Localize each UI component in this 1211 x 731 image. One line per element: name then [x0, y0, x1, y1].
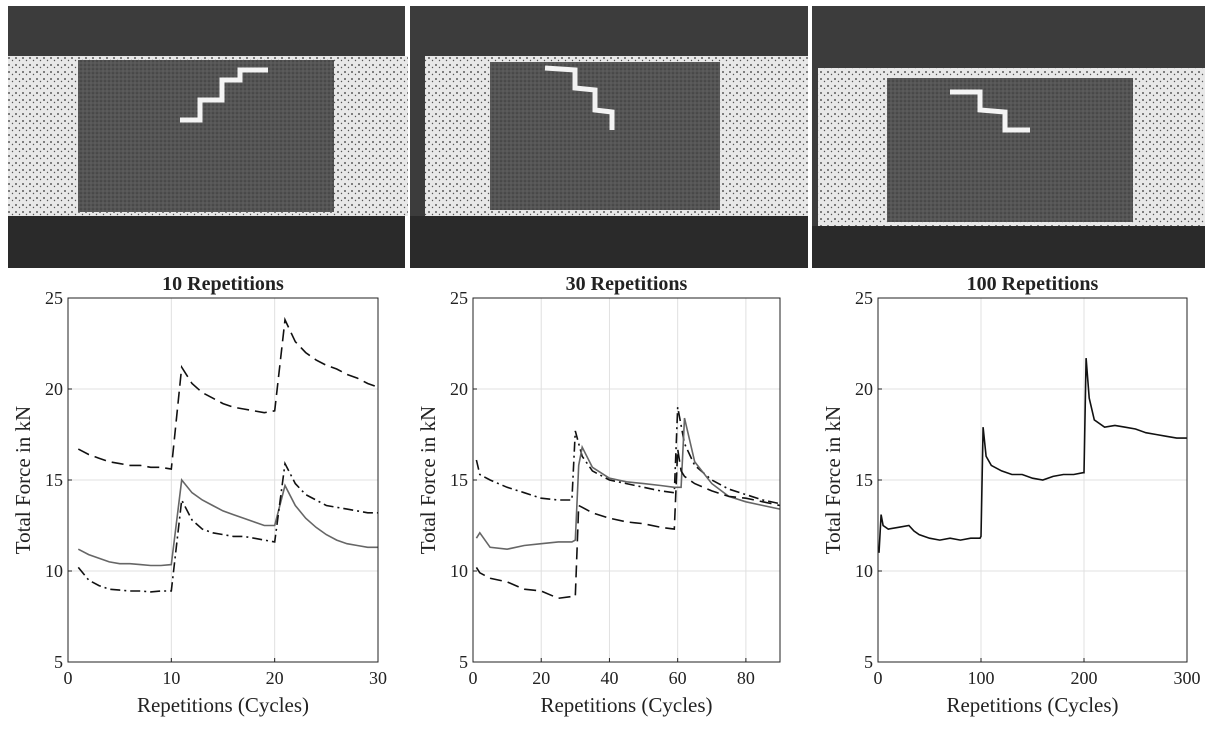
y-tick-label: 20: [855, 379, 873, 399]
chart-title: 30 Repetitions: [566, 273, 688, 295]
x-axis-label: Repetitions (Cycles): [137, 693, 309, 717]
chart: 5 10 15 20 25 0 20 40 60 80 30 Repetitions Repetiti…: [416, 273, 781, 717]
y-tick-label: 25: [855, 288, 873, 308]
y-tick-label: 25: [450, 288, 468, 308]
y-tick-label: 15: [450, 470, 468, 490]
chart: 5 10 15 20 25 0 100 200 300 100 Repetitions Repeti…: [821, 273, 1201, 717]
data-line: [475, 448, 781, 600]
axes-box: [877, 297, 1188, 663]
x-tick-label: 20: [532, 668, 550, 688]
chart-title: 10 Repetitions: [162, 273, 284, 295]
y-tick-label: 5: [54, 652, 63, 672]
x-tick-label: 0: [874, 668, 883, 688]
x-tick-label: 200: [1071, 668, 1098, 688]
data-line: [77, 316, 379, 471]
y-tick-label: 5: [864, 652, 873, 672]
data-line: [475, 417, 781, 551]
y-tick-label: 20: [450, 379, 468, 399]
chart-title: 100 Repetitions: [967, 273, 1099, 295]
y-axis-label: Total Force in kN: [11, 406, 35, 554]
y-tick-label: 15: [855, 470, 873, 490]
axes-box: [67, 297, 379, 663]
chart: 5 10 15 20 25 0 10 20 30 10 Repetitions Repetition…: [11, 273, 387, 717]
y-tick-label: 25: [45, 288, 63, 308]
x-tick-label: 20: [266, 668, 284, 688]
x-tick-label: 40: [600, 668, 618, 688]
y-tick-label: 5: [459, 652, 468, 672]
x-tick-label: 0: [469, 668, 478, 688]
x-tick-label: 30: [369, 668, 387, 688]
photo: [812, 6, 1205, 268]
axes-box: [472, 297, 781, 663]
y-tick-label: 10: [45, 561, 63, 581]
x-tick-label: 10: [162, 668, 180, 688]
x-tick-label: 0: [64, 668, 73, 688]
photo: [410, 6, 808, 268]
x-axis-label: Repetitions (Cycles): [540, 693, 712, 717]
x-tick-label: 80: [737, 668, 755, 688]
photo: [8, 6, 408, 268]
data-line: [77, 478, 378, 567]
y-tick-label: 10: [855, 561, 873, 581]
y-tick-label: 10: [450, 561, 468, 581]
data-line: [475, 407, 781, 505]
data-line: [77, 460, 378, 593]
y-tick-label: 15: [45, 470, 63, 490]
y-axis-label: Total Force in kN: [821, 406, 845, 554]
y-tick-label: 20: [45, 379, 63, 399]
x-tick-label: 300: [1174, 668, 1201, 688]
y-axis-label: Total Force in kN: [416, 406, 440, 554]
x-tick-label: 60: [669, 668, 687, 688]
x-tick-label: 100: [968, 668, 995, 688]
photo-strip: [8, 6, 1205, 268]
data-line: [878, 358, 1187, 553]
x-axis-label: Repetitions (Cycles): [946, 693, 1118, 717]
